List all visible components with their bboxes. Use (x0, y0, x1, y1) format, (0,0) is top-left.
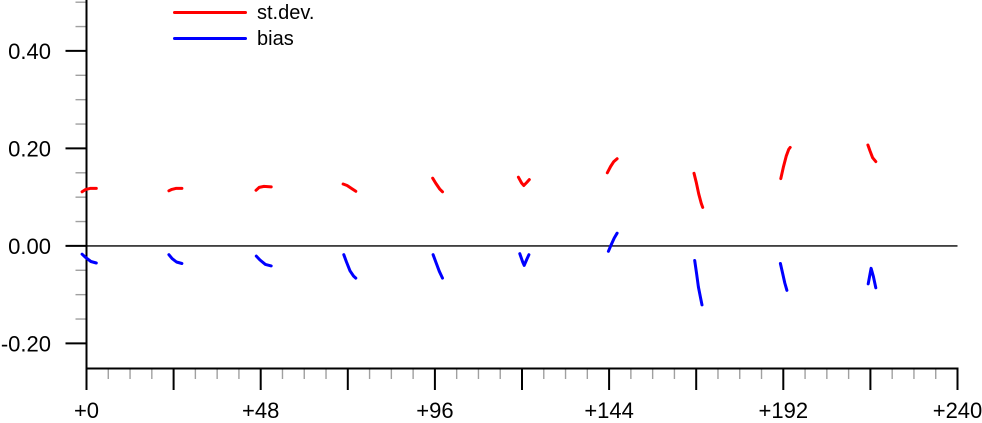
series-stdev-segment (80, 186, 98, 194)
x-tick-label: +240 (933, 398, 982, 423)
series-stdev-segment (516, 175, 531, 187)
x-tick-label: +48 (242, 398, 279, 423)
series-stdev-segment (431, 176, 444, 194)
series-bias-segment (431, 253, 444, 280)
y-tick-label: 0.40 (8, 39, 51, 64)
x-tick-label: +0 (74, 398, 99, 423)
series-bias-segment (80, 252, 98, 265)
series-bias-segment (693, 259, 704, 307)
series-bias-segment (254, 254, 273, 268)
series-stdev-segment (779, 145, 792, 181)
x-tick-label: +192 (759, 398, 809, 423)
series-bias-segment (342, 253, 358, 280)
series-stdev-segment (605, 157, 619, 175)
series-bias-segment (866, 266, 878, 290)
series-bias-segment (518, 252, 531, 267)
series-bias-segment (778, 262, 789, 292)
series-stdev-segment (692, 171, 705, 209)
x-tick-label: +96 (416, 398, 453, 423)
series-stdev-segment (866, 143, 878, 164)
series-stdev-segment (254, 184, 273, 192)
x-tick-label: +144 (584, 398, 634, 423)
y-tick-label: -0.20 (1, 331, 51, 356)
series-stdev-segment (341, 182, 358, 193)
y-tick-label: 0.20 (8, 136, 51, 161)
series-bias-segment (167, 253, 184, 265)
series-stdev-segment (167, 186, 184, 193)
y-tick-label: 0.00 (8, 234, 51, 259)
series-bias-segment (606, 231, 619, 253)
